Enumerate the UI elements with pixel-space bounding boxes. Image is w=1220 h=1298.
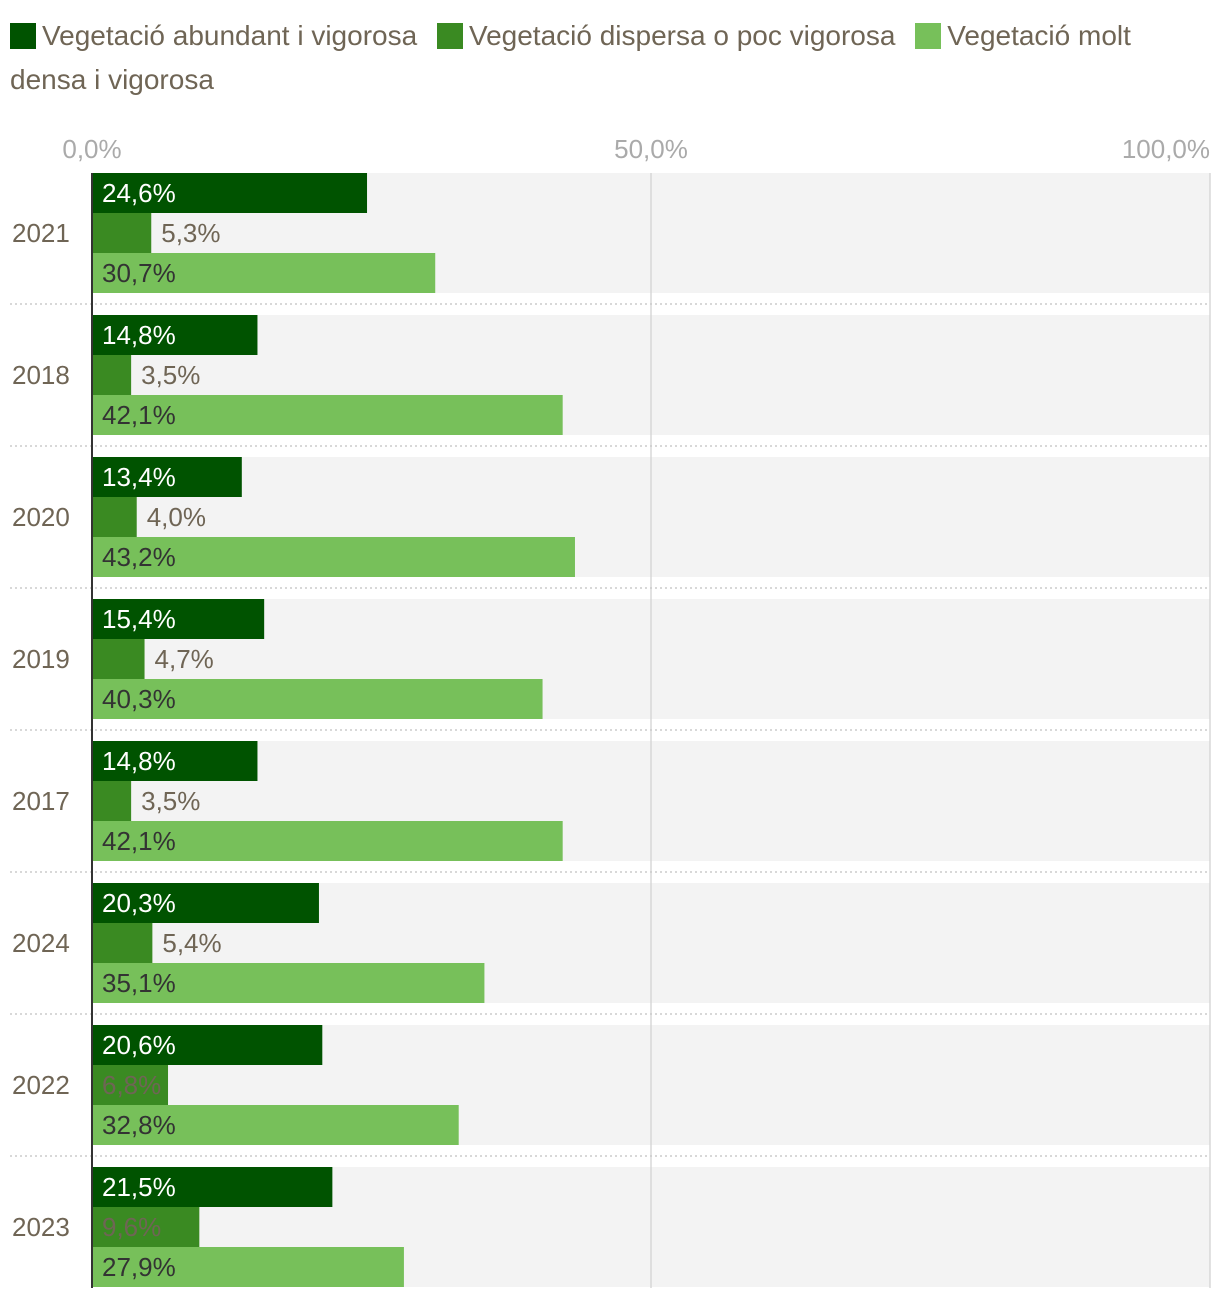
- bar: [92, 599, 265, 639]
- legend-item-abundant: Vegetació abundant i vigorosa: [10, 20, 417, 51]
- bar: [92, 1105, 459, 1145]
- data-label: 6,8%: [102, 1070, 161, 1100]
- data-label: 20,6%: [102, 1030, 176, 1060]
- category-label: 2018: [12, 360, 70, 390]
- bar: [92, 457, 242, 497]
- category-label: 2020: [12, 502, 70, 532]
- data-label: 35,1%: [102, 968, 176, 998]
- legend-swatch-abundant: [10, 23, 36, 49]
- legend-label-dispersa: Vegetació dispersa o poc vigorosa: [468, 20, 896, 51]
- data-label: 32,8%: [102, 1110, 176, 1140]
- bar: [92, 883, 319, 923]
- bar: [92, 639, 145, 679]
- bar: [92, 1207, 200, 1247]
- bar: [92, 537, 575, 577]
- data-label: 42,1%: [102, 400, 176, 430]
- legend-label-densa: Vegetació molt densa i vigorosa: [10, 20, 1131, 95]
- x-tick-label: 100,0%: [1122, 134, 1210, 164]
- bar: [92, 1065, 169, 1105]
- bar: [92, 497, 137, 537]
- legend-item-dispersa: Vegetació dispersa o poc vigorosa: [436, 20, 896, 51]
- data-label: 3,5%: [141, 786, 200, 816]
- data-label: 9,6%: [102, 1212, 161, 1242]
- bar: [92, 679, 543, 719]
- bar: [92, 1247, 404, 1287]
- data-label: 40,3%: [102, 684, 176, 714]
- data-label: 3,5%: [141, 360, 200, 390]
- data-label: 30,7%: [102, 258, 176, 288]
- category-label: 2019: [12, 644, 70, 674]
- legend: Vegetació abundant i vigorosa Vegetació …: [10, 14, 1200, 102]
- data-label: 27,9%: [102, 1252, 176, 1282]
- data-label: 21,5%: [102, 1172, 176, 1202]
- category-label: 2022: [12, 1070, 70, 1100]
- x-tick-label: 50,0%: [614, 134, 688, 164]
- data-label: 43,2%: [102, 542, 176, 572]
- legend-item-densa: Vegetació molt densa i vigorosa: [10, 20, 1131, 95]
- bar: [92, 315, 258, 355]
- data-label: 5,3%: [161, 218, 220, 248]
- bar: [92, 395, 563, 435]
- x-tick-label: 0,0%: [62, 134, 121, 164]
- bar: [92, 355, 132, 395]
- data-label: 4,7%: [155, 644, 214, 674]
- legend-swatch-densa: [915, 23, 942, 49]
- category-label: 2024: [12, 928, 70, 958]
- bar: [92, 781, 132, 821]
- bar: [92, 923, 153, 963]
- bar: [92, 821, 563, 861]
- category-label: 2023: [12, 1212, 70, 1242]
- legend-label-abundant: Vegetació abundant i vigorosa: [42, 20, 418, 51]
- data-label: 14,8%: [102, 320, 176, 350]
- data-label: 20,3%: [102, 888, 176, 918]
- data-label: 14,8%: [102, 746, 176, 776]
- bar: [92, 741, 258, 781]
- bar: [92, 963, 485, 1003]
- data-label: 42,1%: [102, 826, 176, 856]
- bar: [92, 213, 152, 253]
- data-label: 13,4%: [102, 462, 176, 492]
- data-label: 4,0%: [147, 502, 206, 532]
- legend-swatch-dispersa: [436, 23, 463, 49]
- bar: [92, 1025, 323, 1065]
- data-label: 15,4%: [102, 604, 176, 634]
- bar: [92, 253, 436, 293]
- category-label: 2021: [12, 218, 70, 248]
- bar: [92, 173, 368, 213]
- bar: [92, 1167, 333, 1207]
- data-label: 5,4%: [162, 928, 221, 958]
- category-label: 2017: [12, 786, 70, 816]
- data-label: 24,6%: [102, 178, 176, 208]
